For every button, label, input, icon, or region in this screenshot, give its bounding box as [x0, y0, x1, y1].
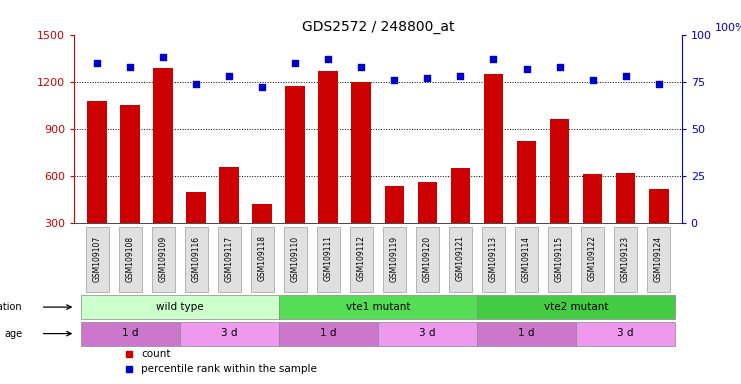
Point	[454, 73, 466, 79]
Bar	[319, 71, 339, 270]
FancyBboxPatch shape	[86, 227, 109, 292]
Point	[619, 73, 631, 79]
Point	[554, 63, 565, 70]
Text: wild type: wild type	[156, 301, 204, 311]
Text: vte1 mutant: vte1 mutant	[345, 301, 411, 311]
Bar	[285, 86, 305, 270]
Text: GSM109110: GSM109110	[291, 235, 300, 281]
FancyBboxPatch shape	[482, 227, 505, 292]
Point	[488, 56, 499, 62]
Bar	[378, 322, 477, 346]
Point	[587, 77, 599, 83]
Text: GSM109117: GSM109117	[225, 235, 234, 281]
FancyBboxPatch shape	[185, 227, 207, 292]
Point	[91, 60, 103, 66]
Bar	[550, 119, 569, 270]
Text: 1 d: 1 d	[122, 328, 139, 338]
Bar	[87, 101, 107, 270]
Text: age: age	[4, 329, 22, 339]
Title: GDS2572 / 248800_at: GDS2572 / 248800_at	[302, 20, 454, 33]
FancyBboxPatch shape	[614, 227, 637, 292]
FancyBboxPatch shape	[250, 227, 274, 292]
FancyBboxPatch shape	[152, 227, 175, 292]
Bar	[385, 186, 405, 270]
Point	[256, 84, 268, 90]
FancyBboxPatch shape	[317, 227, 340, 292]
Text: GSM109118: GSM109118	[258, 235, 267, 281]
Text: 3 d: 3 d	[419, 328, 436, 338]
Text: GSM109121: GSM109121	[456, 235, 465, 281]
Bar	[81, 322, 180, 346]
Text: GSM109109: GSM109109	[159, 235, 167, 281]
Text: GSM109116: GSM109116	[192, 235, 201, 281]
Point	[157, 54, 169, 60]
Bar	[477, 295, 675, 319]
Bar	[616, 173, 636, 270]
FancyBboxPatch shape	[515, 227, 538, 292]
Text: 3 d: 3 d	[221, 328, 238, 338]
Text: 1 d: 1 d	[518, 328, 535, 338]
FancyBboxPatch shape	[350, 227, 373, 292]
Text: genotype/variation: genotype/variation	[0, 302, 22, 312]
Bar	[451, 168, 471, 270]
Text: GSM109107: GSM109107	[93, 235, 102, 281]
FancyBboxPatch shape	[416, 227, 439, 292]
Text: GSM109113: GSM109113	[489, 235, 498, 281]
Bar	[648, 189, 668, 270]
Text: GSM109111: GSM109111	[324, 235, 333, 281]
Bar	[582, 174, 602, 270]
Text: GSM109114: GSM109114	[522, 235, 531, 281]
Text: GSM109123: GSM109123	[621, 235, 630, 281]
Text: percentile rank within the sample: percentile rank within the sample	[141, 364, 317, 374]
Point	[223, 73, 235, 79]
Text: 3 d: 3 d	[617, 328, 634, 338]
Bar	[351, 82, 371, 270]
Text: GSM109119: GSM109119	[390, 235, 399, 281]
FancyBboxPatch shape	[449, 227, 472, 292]
Point	[388, 77, 400, 83]
Point	[422, 75, 433, 81]
Point	[653, 81, 665, 87]
Bar	[576, 322, 675, 346]
Text: GSM109120: GSM109120	[423, 235, 432, 281]
Bar	[153, 68, 173, 270]
Text: GSM109122: GSM109122	[588, 235, 597, 281]
Bar	[279, 295, 477, 319]
Point	[521, 65, 533, 71]
Bar	[477, 322, 576, 346]
Bar	[417, 182, 437, 270]
Bar	[180, 322, 279, 346]
Bar	[516, 141, 536, 270]
Bar	[81, 295, 279, 319]
Point	[190, 81, 202, 87]
FancyBboxPatch shape	[581, 227, 604, 292]
Bar	[120, 105, 140, 270]
FancyBboxPatch shape	[218, 227, 241, 292]
Bar	[187, 192, 206, 270]
Bar	[279, 322, 378, 346]
FancyBboxPatch shape	[548, 227, 571, 292]
Point	[356, 63, 368, 70]
FancyBboxPatch shape	[284, 227, 307, 292]
Text: GSM109108: GSM109108	[126, 235, 135, 281]
Point	[290, 60, 302, 66]
Bar	[219, 167, 239, 270]
Text: 100%: 100%	[715, 23, 741, 33]
Bar	[253, 204, 272, 270]
Bar	[484, 74, 503, 270]
Point	[124, 63, 136, 70]
Text: 1 d: 1 d	[320, 328, 336, 338]
FancyBboxPatch shape	[647, 227, 670, 292]
Text: vte2 mutant: vte2 mutant	[544, 301, 608, 311]
Text: GSM109112: GSM109112	[357, 235, 366, 281]
Text: GSM109124: GSM109124	[654, 235, 663, 281]
Point	[322, 56, 334, 62]
FancyBboxPatch shape	[383, 227, 406, 292]
Text: count: count	[141, 349, 170, 359]
Text: GSM109115: GSM109115	[555, 235, 564, 281]
FancyBboxPatch shape	[119, 227, 142, 292]
